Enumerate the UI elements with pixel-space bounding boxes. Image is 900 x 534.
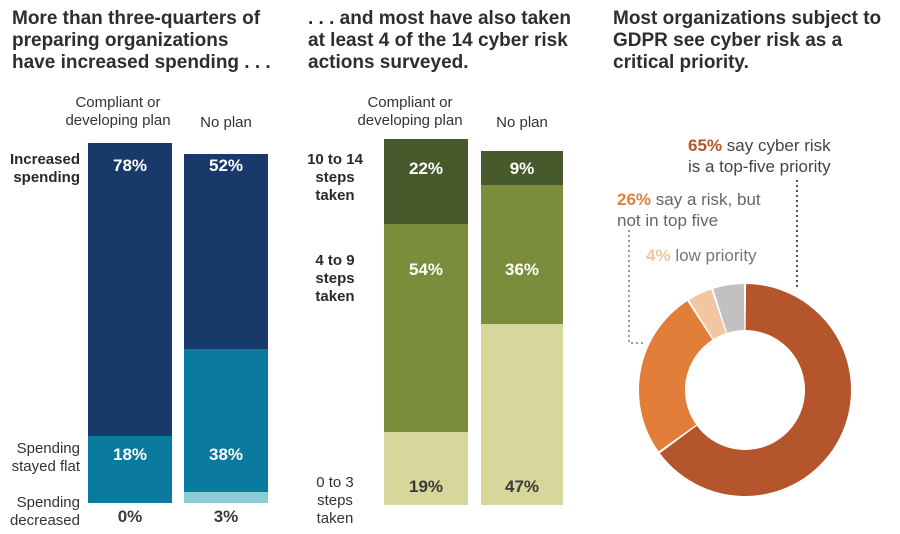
panel2-bar1-seg-0to3 [384, 431, 468, 505]
panel1-row-label-increased-line2: spending [13, 169, 80, 186]
panel2-col-label-compliant: Compliant or developing plan [340, 94, 480, 130]
panel2-row-label-4to9-line2: steps [315, 270, 355, 287]
donut-label-low-priority: 4% low priority [646, 245, 757, 266]
panel1-bar2-seg-increased [184, 154, 268, 350]
panel1-col-label-compliant-line2: developing plan [65, 112, 171, 129]
panel2-row-label-0to3: 0 to 3 steps taken [292, 474, 378, 528]
panel2-bar1-seg-4to9 [384, 223, 468, 432]
panel1-bar2-label-flat: 38% [208, 445, 244, 464]
donut-label-top-five-line1: say cyber risk [726, 136, 831, 155]
panel1-row-label-increased-line1: Increased [9, 151, 80, 168]
panel1-col-label-compliant-line1: Compliant or [75, 94, 161, 111]
panel2-bar2-label-4to9: 36% [504, 260, 540, 279]
panel2-row-label-10to14: 10 to 14 steps taken [292, 151, 378, 205]
panel1-row-label-flat: Spending stayed flat [0, 440, 80, 476]
panel1-row-label-decreased-line1: Spending [16, 494, 80, 511]
panel2-title-line2: at least 4 of the 14 cyber risk [308, 30, 568, 51]
panel2-row-label-4to9-line1: 4 to 9 [315, 252, 355, 269]
panel2-row-label-0to3-line2: steps [317, 492, 353, 509]
panel2-row-label-10to14-line1: 10 to 14 [307, 151, 363, 168]
leader-not-top-five [628, 230, 645, 344]
panel1-row-label-flat-line2: stayed flat [11, 458, 80, 475]
panel2-bar2-label-0to3: 47% [504, 477, 540, 496]
panel2-bar1-seg-10to14 [384, 139, 468, 224]
panel3-title-line2: GDPR see cyber risk as a [613, 30, 843, 51]
panel2-row-label-4to9-line3: taken [315, 288, 355, 305]
panel1-bar1-seg-increased [88, 143, 172, 436]
panel2-col-label-noplan-line1: No plan [496, 114, 548, 131]
panel2-row-label-10to14-line3: taken [315, 187, 355, 204]
panel2-row-label-0to3-line3: taken [316, 510, 354, 527]
panel2-col-label-compliant-line2: developing plan [357, 112, 463, 129]
donut-label-top-five-line2: is a top-five priority [688, 157, 831, 176]
panel1-col-label-noplan-line1: No plan [200, 114, 252, 131]
donut-slice-other [713, 284, 745, 333]
panel1-row-label-increased: Increased spending [0, 151, 80, 187]
panel1-row-label-flat-line1: Spending [16, 440, 80, 457]
panel3-title-line3: critical priority. [613, 52, 749, 73]
panel2-bar1-label-10to14: 22% [408, 159, 444, 178]
panel2-col-label-noplan: No plan [481, 114, 563, 132]
donut-label-not-top-five: 26% say a risk, but not in top five [617, 189, 761, 231]
panel2-bar1-label-4to9: 54% [408, 260, 444, 279]
panel2-title: . . . and most have also taken at least … [308, 8, 571, 74]
donut-label-low-priority-line1: low priority [675, 246, 757, 265]
panel1-title-line3: have increased spending . . . [12, 52, 271, 73]
panel2-row-label-4to9: 4 to 9 steps taken [292, 252, 378, 306]
panel1-bar1-label-increased: 78% [112, 156, 148, 175]
panel2-row-label-0to3-line1: 0 to 3 [316, 474, 354, 491]
panel1-title-line2: preparing organizations [12, 30, 229, 51]
panel1-col-label-compliant: Compliant or developing plan [48, 94, 188, 130]
donut-label-low-priority-pct: 4% [646, 246, 671, 265]
donut-slice-top-five [659, 284, 851, 496]
panel1-bar1-seg-flat [88, 435, 172, 503]
panel1-row-label-decreased: Spending decreased [0, 494, 80, 530]
panel2-bar2-seg-4to9 [481, 185, 563, 325]
panel1-bar1-label-decreased: 0% [117, 507, 143, 526]
panel2-bar1-label-0to3: 19% [408, 477, 444, 496]
panel1-bar2-label-increased: 52% [208, 156, 244, 175]
panel2-bar2-seg-10to14 [481, 150, 563, 186]
panel1-bar2-seg-decreased [184, 491, 268, 503]
panel1-bar2-label-decreased: 3% [213, 507, 239, 526]
panel1-bar2-seg-flat [184, 349, 268, 492]
panel2-bar2-label-10to14: 9% [509, 159, 535, 178]
panel1-col-label-noplan: No plan [184, 114, 268, 132]
panel2-row-label-10to14-line2: steps [315, 169, 355, 186]
panel2-col-label-compliant-line1: Compliant or [367, 94, 453, 111]
panel1-bar1-label-flat: 18% [112, 445, 148, 464]
panel2-bar2-seg-0to3 [481, 324, 563, 505]
donut-label-not-top-five-pct: 26% [617, 190, 652, 209]
donut-slice-not-top-five [638, 301, 713, 452]
donut-label-not-top-five-line1: say a risk, but [655, 190, 761, 209]
donut-label-not-top-five-line2: not in top five [617, 211, 719, 230]
panel1-row-label-decreased-line2: decreased [9, 512, 80, 529]
donut-slice-low-priority [689, 289, 726, 340]
panel2-title-line3: actions surveyed. [308, 52, 469, 73]
panel1-title: More than three-quarters of preparing or… [12, 8, 271, 74]
donut-label-top-five-pct: 65% [688, 136, 723, 155]
donut-label-top-five: 65% say cyber risk is a top-five priorit… [688, 135, 831, 177]
panel3-title-line1: Most organizations subject to [613, 8, 882, 29]
panel3-title: Most organizations subject to GDPR see c… [613, 8, 881, 74]
panel1-title-line1: More than three-quarters of [12, 8, 261, 29]
panel2-title-line1: . . . and most have also taken [308, 8, 571, 29]
